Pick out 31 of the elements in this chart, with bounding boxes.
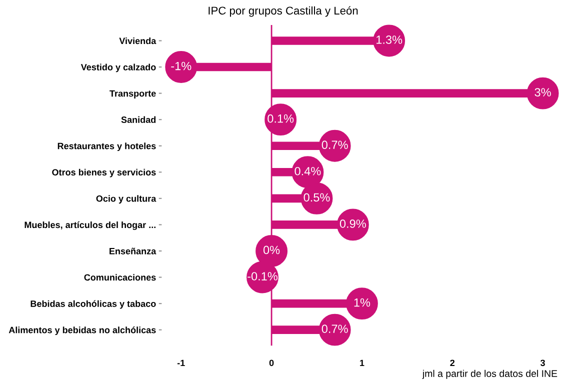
x-tick-label: 2 [450,360,455,366]
y-tick-label: Vivienda [119,37,156,44]
y-tick-label: Enseñanza [110,248,156,254]
text: jml a partir de los datos del INE [422,370,558,379]
y-tick-label: Ocio y cultura [96,195,156,204]
data-label: -0.1% [248,272,278,280]
y-tick-label: Transporte [110,90,156,98]
y-tick-label: Alimentos y bebidas no alchólicas [8,326,156,336]
data-label: 0.7% [322,324,348,333]
y-tick-label: Restaurantes y hoteles [58,142,156,151]
chart-title: IPC por grupos Castilla y León [208,6,358,17]
x-tick-label: 0 [269,360,274,366]
data-label: 0.5% [304,193,330,202]
data-label: -1% [171,62,192,70]
data-label: 0.1% [268,114,294,123]
y-tick-label: Bebidas alcohólicas y tabaco [30,300,156,309]
data-label: 1.3% [376,36,402,44]
x-tick-label: -1 [177,360,185,366]
data-label: 0.7% [322,140,348,150]
y-tick-label: Otros bienes y servicios [52,168,156,178]
x-tick-label: 1 [360,360,364,366]
data-label: 3% [534,88,551,96]
data-label: 0.4% [294,166,321,176]
y-tick-label: Muebles, artículos del hogar ... [24,221,156,230]
data-label: 0.9% [340,220,366,228]
data-label: 0% [263,246,280,254]
y-tick-label: Vestido y calzado [80,64,156,72]
data-label: 1% [354,298,370,307]
y-tick-label: Comunicaciones [84,274,156,281]
y-tick-label: Sanidad [121,116,156,123]
x-tick-label: 3 [540,360,545,366]
